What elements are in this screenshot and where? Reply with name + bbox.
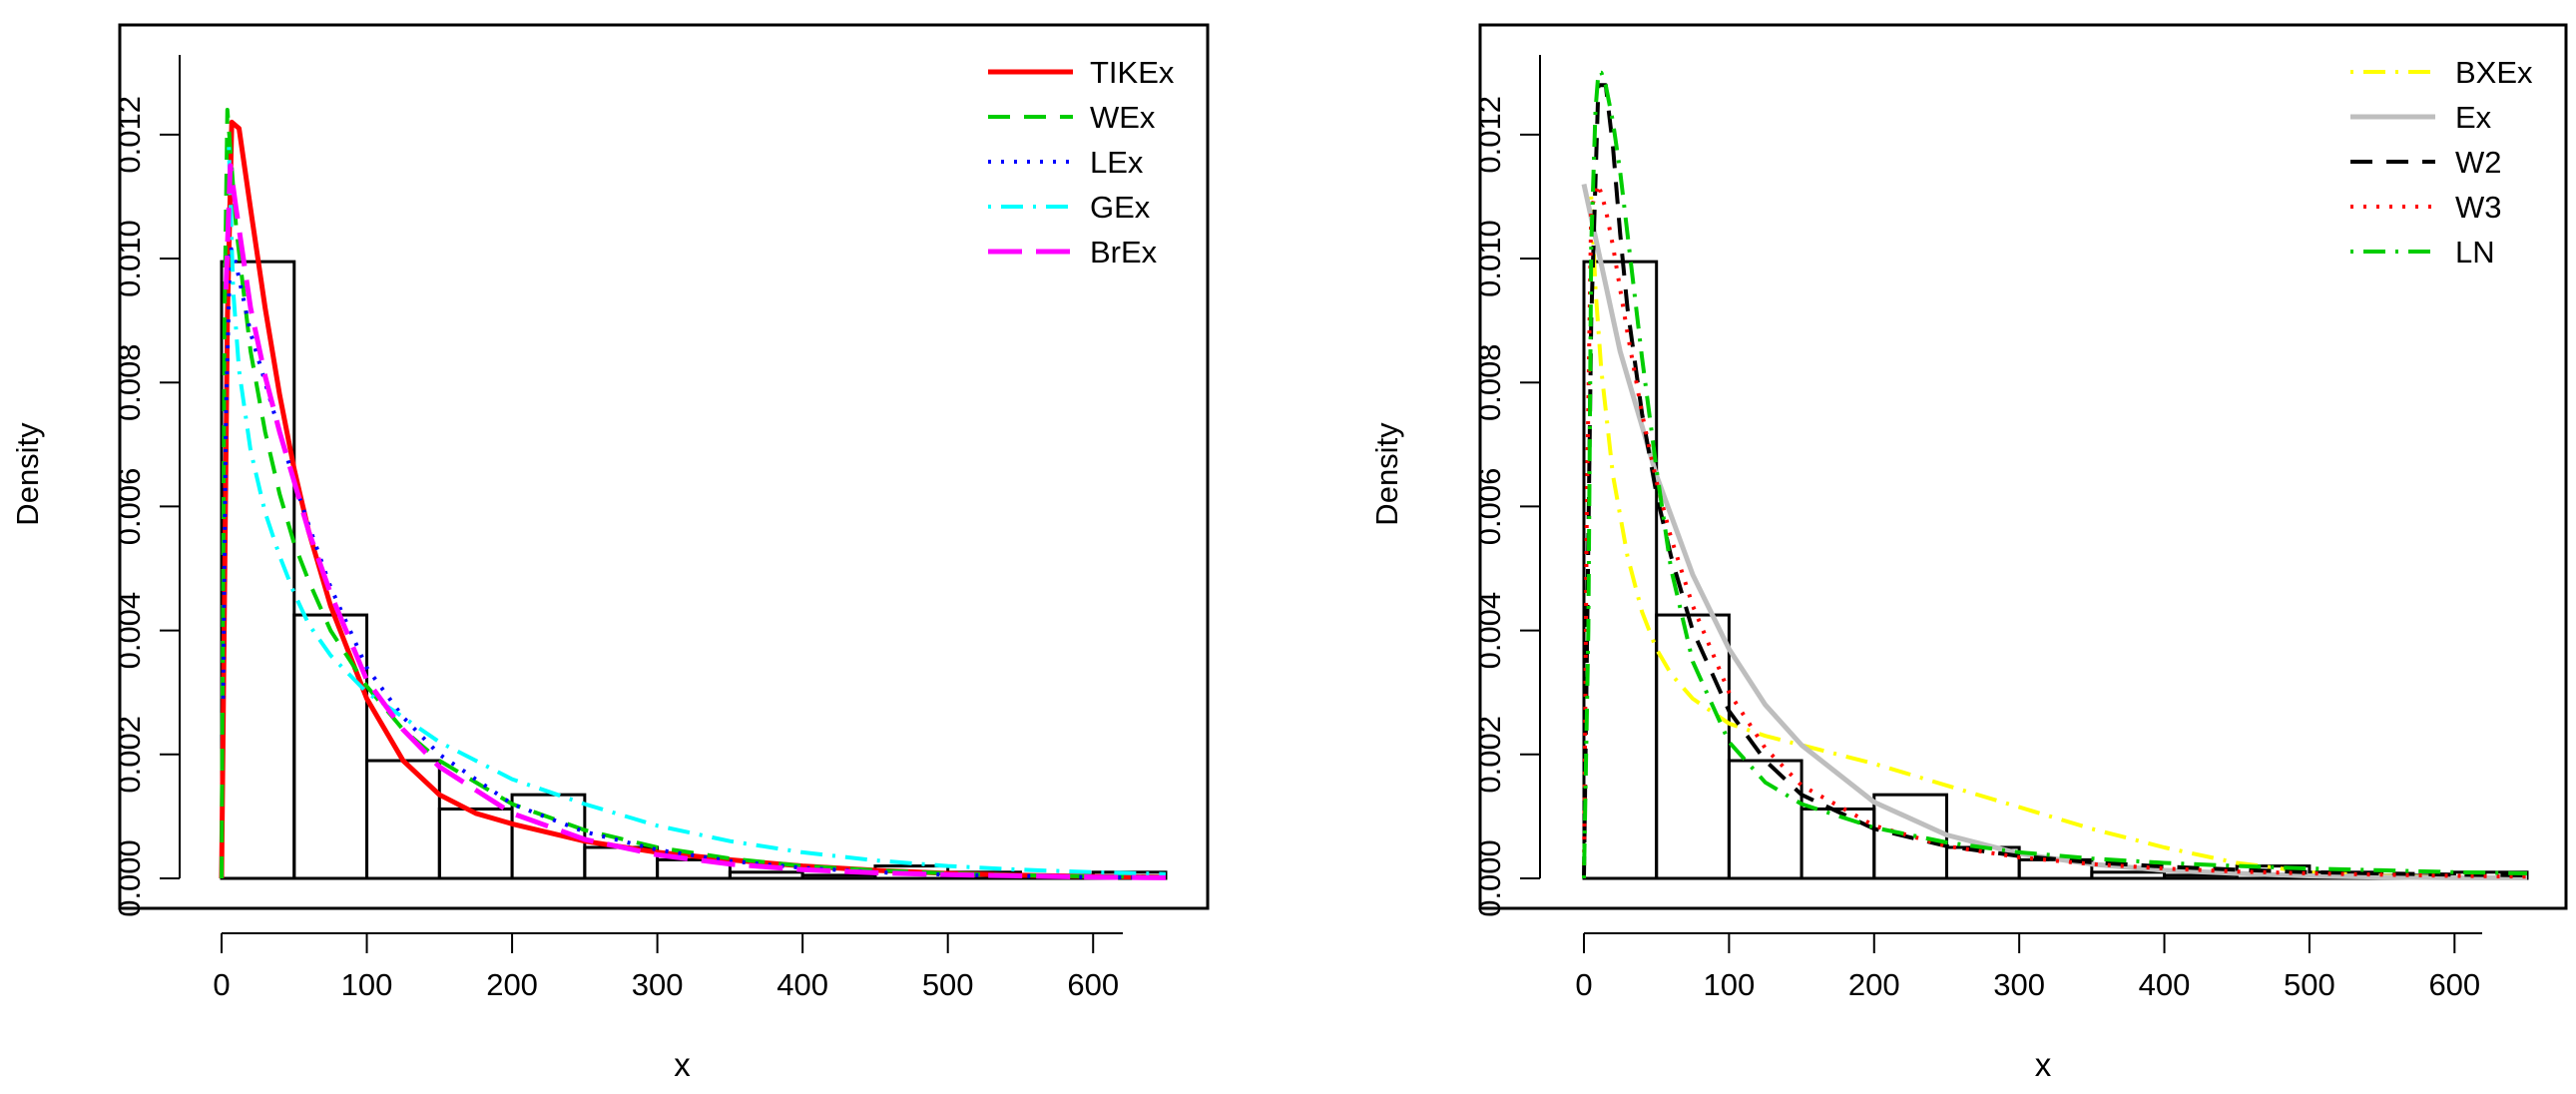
- chart-panel-2: 0 100 200 300 400 500 600 x 0.000 0.002 0.004 0.006…: [1369, 23, 2568, 1083]
- y-tick-label: 0.012: [112, 96, 147, 174]
- histogram-bar: [1727, 759, 1803, 880]
- x-axis: 0 100 200 300 400 500 600: [213, 932, 1123, 1002]
- series-line-ln: [1582, 70, 2528, 879]
- y-tick-label: 0.008: [112, 343, 147, 421]
- x-axis-label: x: [2035, 1046, 2052, 1083]
- x-tick-label: 600: [2428, 967, 2480, 1002]
- y-tick-label: 0.010: [1472, 220, 1507, 297]
- y-tick-label: 0.002: [112, 716, 147, 794]
- series-line-gex: [227, 147, 1167, 876]
- histogram-bar: [365, 759, 441, 880]
- x-tick-label: 100: [341, 967, 393, 1002]
- histogram-bar: [510, 793, 587, 880]
- histogram-bar: [1800, 807, 1876, 880]
- y-tick-label: 0.004: [112, 592, 147, 670]
- series-line-w2: [1582, 83, 2528, 879]
- x-tick-label: 0: [213, 967, 230, 1002]
- legend-label-w2: W2: [2455, 145, 2502, 180]
- legend-label-bxex: BXEx: [2455, 55, 2533, 90]
- y-tick-label: 0.008: [1472, 343, 1507, 421]
- histogram-bar: [2163, 873, 2239, 880]
- y-tick-label: 0.010: [112, 220, 147, 297]
- y-tick-label: 0.002: [1472, 716, 1507, 794]
- legend-label-lex: LEx: [1090, 145, 1144, 180]
- legend-label-tikex: TIKEx: [1090, 55, 1175, 90]
- y-axis-label: Density: [10, 422, 45, 526]
- series-line-bxex: [1589, 196, 2528, 880]
- histogram-bar: [728, 870, 804, 880]
- x-tick-label: 200: [1848, 967, 1900, 1002]
- x-tick-label: 400: [2139, 967, 2191, 1002]
- x-tick-label: 0: [1575, 967, 1592, 1002]
- y-tick-label: 0.006: [112, 468, 147, 546]
- histogram: [1582, 260, 2529, 880]
- y-tick-label: 0.012: [1472, 96, 1507, 174]
- x-tick-label: 300: [1993, 967, 2045, 1002]
- y-tick-label: 0.000: [1472, 839, 1507, 917]
- legend-label-brex: BrEx: [1090, 235, 1158, 270]
- series-line-lex: [221, 244, 1167, 880]
- chart-panel-1: 0 100 200 300 400 500 600 x 0.000 0.002 0.004 0.006…: [10, 23, 1210, 1083]
- plot-frame: [1478, 23, 2568, 910]
- y-axis: 0.000 0.002 0.004 0.006 0.008 0.010 0.012: [1472, 55, 1541, 917]
- x-tick-label: 500: [2284, 967, 2335, 1002]
- x-tick-label: 400: [776, 967, 828, 1002]
- x-tick-label: 600: [1067, 967, 1119, 1002]
- x-tick-label: 500: [922, 967, 974, 1002]
- y-tick-label: 0.006: [1472, 468, 1507, 546]
- legend: BXEx Ex W2 W3 LN: [2350, 55, 2533, 270]
- x-axis: 0 100 200 300 400 500 600: [1575, 932, 2482, 1002]
- legend-label-w3: W3: [2455, 190, 2502, 225]
- legend-label-wex: WEx: [1090, 100, 1156, 135]
- density-curves: [1581, 70, 2528, 880]
- series-line-brex: [223, 163, 1167, 880]
- series-line-w3: [1582, 182, 2528, 879]
- series-line-tikex: [219, 119, 1167, 880]
- histogram: [220, 260, 1168, 880]
- x-tick-label: 100: [1704, 967, 1756, 1002]
- plot-frame: [118, 23, 1210, 910]
- histogram-bar: [800, 873, 877, 880]
- y-axis: 0.000 0.002 0.004 0.006 0.008 0.010 0.012: [112, 55, 181, 917]
- y-tick-label: 0.004: [1472, 592, 1507, 670]
- histogram-bar: [292, 613, 369, 880]
- histogram-bar: [1655, 613, 1731, 880]
- legend-label-gex: GEx: [1090, 190, 1151, 225]
- series-line-wex: [220, 108, 1167, 879]
- series-line-ex: [1581, 183, 2527, 880]
- x-axis-label: x: [674, 1046, 691, 1083]
- density-curves: [219, 108, 1167, 880]
- histogram-bar: [1582, 260, 1659, 880]
- y-tick-label: 0.000: [112, 839, 147, 917]
- histogram-bar: [656, 857, 732, 880]
- x-tick-label: 200: [486, 967, 538, 1002]
- legend-label-ex: Ex: [2455, 100, 2492, 135]
- y-axis-label: Density: [1369, 422, 1404, 526]
- histogram-bar: [2090, 870, 2167, 880]
- legend: TIKEx WEx LEx GEx BrEx: [988, 55, 1175, 270]
- legend-label-ln: LN: [2455, 235, 2495, 270]
- x-tick-label: 300: [632, 967, 684, 1002]
